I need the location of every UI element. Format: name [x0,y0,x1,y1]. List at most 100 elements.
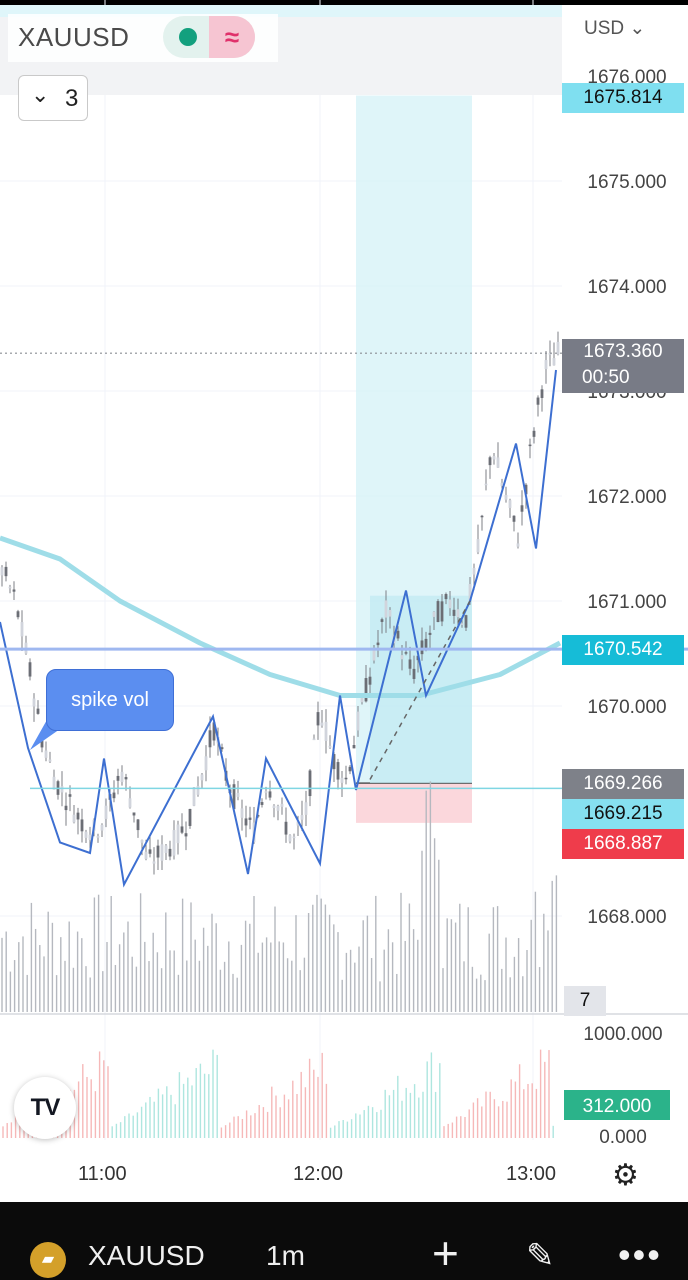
candle-body [272,805,276,808]
price-chart[interactable]: 1676.0001675.0001674.0001673.0001672.000… [0,0,688,1202]
candle-body [304,802,308,815]
volume-current-label: 312.000 [583,1096,652,1117]
currency-selector[interactable]: USD ⌄ [584,18,646,39]
candle-body [156,845,160,858]
candle-body [148,849,152,854]
candle-body [128,798,132,808]
trend-line [369,600,471,780]
candle-body [320,722,324,726]
candle-body [136,819,140,831]
candle-body [184,833,188,837]
candle-body [164,845,168,853]
candle-body [88,834,92,840]
chevron-down-icon: ⌄ [31,82,50,107]
candle-body [44,750,48,758]
candle-body [280,803,284,807]
interval-count: 3 [65,85,79,112]
bottom-symbol[interactable]: XAUUSD [88,1240,205,1271]
candle-body [116,775,120,781]
candle-body [64,805,68,811]
interval-toggle-button[interactable]: ⌄ 3 [18,75,88,121]
bottom-interval[interactable]: 1m [266,1240,305,1271]
candle-body [388,609,392,617]
candle-body [232,784,236,810]
plus-icon[interactable]: + [432,1227,459,1279]
candle-body [548,353,552,355]
candle-body [0,567,4,576]
candle-body [456,609,460,618]
candle-body [200,774,204,781]
candle-body [396,630,400,639]
candle-body [496,457,500,468]
candle-body [500,482,504,487]
market-status-pill[interactable]: ≈ [163,16,255,58]
candle-body [424,638,428,649]
candle-body [80,819,84,832]
more-dots-icon[interactable]: ••• [618,1234,662,1275]
candle-body [132,812,136,816]
candle-body [28,662,32,677]
candle-body [84,831,88,838]
candle-body [540,389,544,398]
candle-body [336,762,340,780]
candle-body [352,745,356,749]
candle-body [376,642,380,646]
annotation-spike-vol[interactable]: spike vol [46,669,174,731]
candle-body [188,808,192,826]
volume-current-badge [564,1090,670,1120]
candle-body [276,805,280,811]
candle-body [476,539,480,553]
candle-body [124,777,128,780]
candle-body [504,494,508,500]
candle-body [176,824,180,844]
candle-body [464,615,468,628]
top-strip [0,0,688,5]
zigzag-line [0,369,557,888]
tradingview-logo[interactable]: TV [14,1077,76,1139]
candle-body [536,397,540,405]
candle-body [284,821,288,835]
candle-body [524,484,528,495]
candle-body [260,802,264,805]
candle-body [544,360,548,370]
candle-body [412,668,416,679]
candle-body [428,632,432,635]
candle-body [300,815,304,820]
time-tick: 11:00 [78,1163,127,1185]
candle-body [212,722,216,741]
pencil-icon[interactable]: ✎ [526,1237,555,1275]
candle-body [516,543,520,547]
candle-body [360,696,364,703]
candle-body [104,805,108,819]
price-tick: 1668.000 [587,907,666,928]
moving-average-line [0,535,562,698]
candle-body [296,821,300,826]
price-label: 1669.215 [562,799,684,829]
candle-body [236,792,240,797]
candle-body [152,861,156,864]
price-label-countdown: 00:50 [582,367,630,388]
candle-body [492,456,496,460]
volume-tick: 0.000 [599,1127,647,1148]
candle-body [120,771,124,783]
candle-body [240,808,244,818]
gear-icon[interactable]: ⚙ [612,1159,639,1192]
candle-body [404,652,408,654]
price-tick: 1670.000 [587,697,666,718]
candle-body [36,708,40,714]
market-open-dot-icon [179,28,197,46]
candle-body [324,721,328,741]
symbol-name[interactable]: XAUUSD [18,22,130,52]
candle-body [76,812,80,820]
candle-body [512,515,516,522]
candle-body [308,770,312,797]
candle-body [364,678,368,702]
price-tick: 1675.000 [587,172,666,193]
candle-body [8,586,12,589]
candle-body [72,814,76,823]
candle-body [20,622,24,637]
candle-body [556,341,560,355]
candle-body [532,430,536,437]
candle-body [344,777,348,780]
time-tick: 13:00 [506,1163,557,1185]
